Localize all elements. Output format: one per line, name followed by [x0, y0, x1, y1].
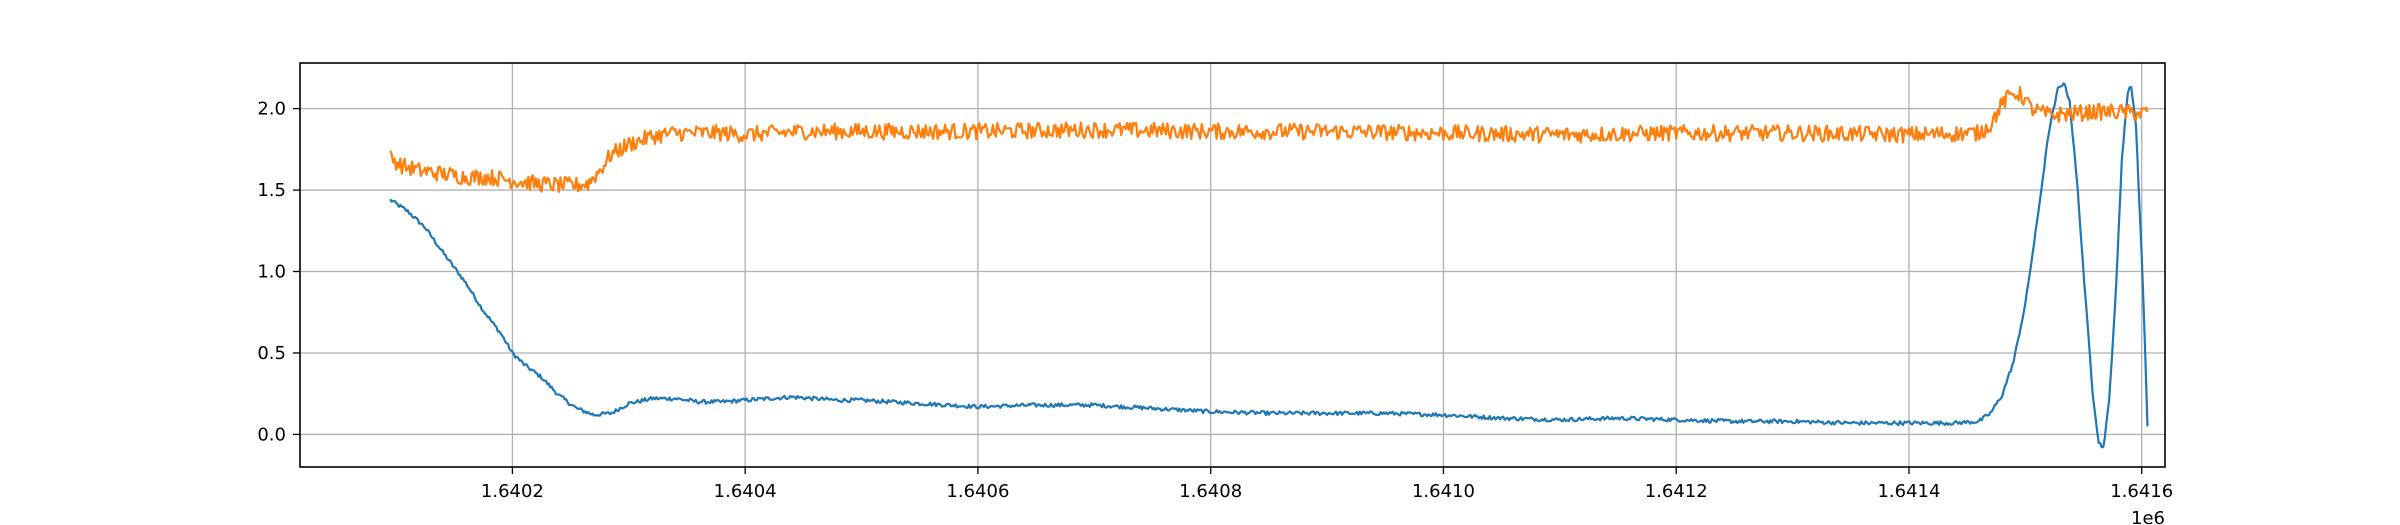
x-tick-label: 1.6410	[1412, 481, 1475, 502]
series-lines	[389, 82, 2149, 449]
x-tick-label: 1.6408	[1179, 481, 1242, 502]
x-tick-label: 1.6404	[714, 481, 777, 502]
grid	[300, 63, 2165, 467]
y-tick-label: 2.0	[257, 99, 286, 120]
series-line-1	[389, 82, 2149, 449]
y-tick-label: 1.5	[257, 180, 286, 201]
plot-frame	[299, 62, 2166, 468]
x-tick-label: 1.6402	[481, 481, 544, 502]
y-tick-label: 0.0	[257, 424, 286, 445]
x-tick-label: 1.6406	[946, 481, 1009, 502]
series-line-2	[389, 86, 2149, 193]
x-tick-label: 1.6412	[1645, 481, 1708, 502]
y-axis: 0.0 0.5 1.0 1.5 2.0	[257, 99, 300, 445]
x-tick-label: 1.6416	[2110, 481, 2173, 502]
x-axis-offset-label: 1e6	[2131, 508, 2165, 525]
x-axis: 1.6402 1.6404 1.6406 1.6408 1.6410 1.6412 1.64…	[481, 467, 2173, 502]
x-tick-label: 1.6414	[1877, 481, 1940, 502]
y-tick-label: 1.0	[257, 262, 286, 283]
y-tick-label: 0.5	[257, 343, 286, 364]
